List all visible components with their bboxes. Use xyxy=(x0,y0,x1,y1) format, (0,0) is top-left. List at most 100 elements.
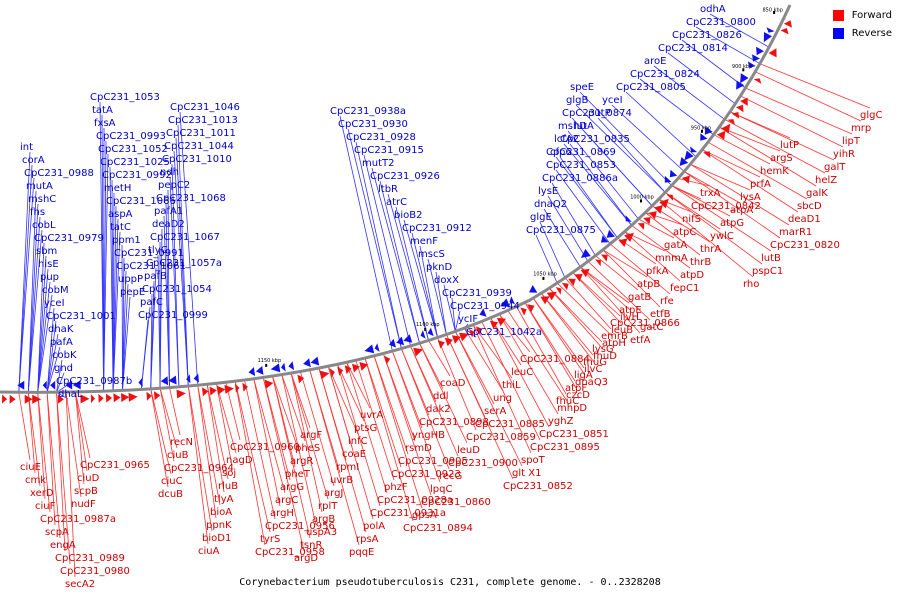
gene-arrows xyxy=(2,20,792,404)
reverse-gene-label: CpC231_0814 xyxy=(658,43,728,54)
label-leader-line xyxy=(419,343,444,390)
reverse-gene-label: hisE xyxy=(38,259,59,270)
label-leader-line xyxy=(272,375,301,455)
forward-gene-arrow xyxy=(384,355,391,365)
forward-gene-arrow xyxy=(24,394,33,404)
reverse-gene-label: dhaL xyxy=(58,389,83,400)
reverse-gene-label: CpC231_1001 xyxy=(46,311,116,322)
forward-gene-label: pfkA xyxy=(646,266,669,277)
forward-gene-label: CpC231_0895 xyxy=(530,442,600,453)
legend-forward-label: Forward xyxy=(851,9,892,21)
label-leader-line xyxy=(290,372,311,429)
label-leader-line xyxy=(524,302,576,382)
reverse-gene-label: CpC231_1052 xyxy=(98,144,168,155)
label-leader-line xyxy=(56,392,66,552)
forward-gene-arrow xyxy=(562,282,569,291)
gene-labels: odhA CpC231_0800 CpC231_0826 CpC231_0814aro… xyxy=(20,4,882,590)
reverse-gene-arrow xyxy=(747,61,756,68)
forward-gene-label: nagD xyxy=(226,455,253,466)
label-leader-line xyxy=(671,185,731,217)
label-leader-line xyxy=(18,392,31,461)
forward-gene-label: leuC xyxy=(511,367,533,378)
reverse-gene-label: mutA xyxy=(26,181,53,192)
label-leader-line xyxy=(253,378,281,507)
reverse-gene-arrow xyxy=(50,380,56,390)
forward-gene-label: phzF xyxy=(384,482,408,493)
forward-gene-label: coaE xyxy=(342,449,366,460)
reverse-gene-label: CpC231_0992 xyxy=(102,170,172,181)
label-leader-line xyxy=(701,149,799,213)
label-leader-line xyxy=(392,350,441,483)
forward-gene-label: tyrS xyxy=(260,534,280,545)
forward-gene-label: lipT xyxy=(842,136,861,147)
label-leader-line xyxy=(171,163,180,387)
forward-gene-label: tsnR xyxy=(300,540,322,551)
forward-gene-arrow xyxy=(489,320,499,330)
reverse-gene-label: CpC231_1025 xyxy=(100,157,170,168)
reverse-gene-arrow xyxy=(42,380,47,390)
label-leader-line xyxy=(150,388,172,475)
reverse-gene-label: lutA xyxy=(574,121,594,132)
label-leader-line xyxy=(379,180,420,344)
label-leader-line xyxy=(27,229,43,393)
label-leader-line xyxy=(556,282,613,337)
label-leader-line xyxy=(671,185,772,252)
forward-gene-arrow xyxy=(555,287,562,295)
forward-gene-label: sbcD xyxy=(797,201,822,212)
label-leader-line xyxy=(206,384,229,480)
reverse-gene-label: ltbR xyxy=(378,184,398,195)
label-leader-line xyxy=(179,111,199,386)
forward-gene-label: atpF xyxy=(565,383,587,394)
forward-gene-arrow xyxy=(413,347,424,357)
reverse-gene-label: CpC231_1053 xyxy=(90,92,160,103)
label-leader-line xyxy=(337,364,381,507)
label-leader-line xyxy=(428,340,451,377)
label-leader-line xyxy=(46,307,55,393)
label-leader-line xyxy=(262,377,291,481)
forward-gene-arrow xyxy=(202,387,209,397)
forward-gene-label: deaD1 xyxy=(788,214,821,225)
reverse-gene-label: lysE xyxy=(538,186,558,197)
reverse-gene-label: pup xyxy=(40,272,59,283)
forward-gene-arrow xyxy=(154,391,161,401)
reverse-gene-label: glgB xyxy=(566,95,588,106)
label-leader-line xyxy=(216,383,237,454)
reverse-gene-label: cobM xyxy=(42,285,69,296)
label-leader-line xyxy=(346,362,388,494)
reverse-gene-arrow xyxy=(580,248,591,258)
forward-gene-label: rho xyxy=(743,279,759,290)
forward-gene-label: xerD xyxy=(30,488,54,499)
forward-gene-arrow xyxy=(264,379,274,389)
reverse-gene-label: CpC231_0988 xyxy=(24,168,94,179)
label-leader-line xyxy=(27,392,36,474)
forward-gene-label: mhpD xyxy=(557,403,587,414)
forward-gene-arrow xyxy=(527,304,535,313)
label-leader-line xyxy=(373,355,409,455)
forward-gene-label: yihR xyxy=(833,149,855,160)
reverse-gene-arrow xyxy=(255,366,264,375)
label-leader-line xyxy=(75,391,91,459)
reverse-gene-label: CpC231_0944 xyxy=(450,301,520,312)
label-leader-line xyxy=(602,249,648,278)
reverse-gene-label: CpC231_1057a xyxy=(146,258,222,269)
reverse-gene-label: putP xyxy=(588,108,611,119)
forward-gene-arrow xyxy=(659,198,669,209)
forward-gene-label: bioA xyxy=(210,507,232,518)
reverse-gene-label: pafA xyxy=(50,337,73,348)
forward-gene-arrow xyxy=(721,123,731,134)
genome-caption: Corynebacterium pseudotuberculosis C231,… xyxy=(239,577,661,588)
forward-gene-label: CpC231_0928a xyxy=(377,495,453,506)
forward-gene-label: argJ xyxy=(324,488,343,499)
reverse-gene-arrow xyxy=(420,330,426,339)
label-leader-line xyxy=(122,283,129,391)
reverse-gene-label: corA xyxy=(22,155,45,166)
forward-gene-label: ligA xyxy=(574,370,593,381)
forward-gene-label: CpC231_0964 xyxy=(164,463,234,474)
forward-gene-arrow xyxy=(648,211,657,220)
label-leader-line xyxy=(382,353,432,496)
reverse-gene-label: fxsA xyxy=(94,118,116,129)
reverse-gene-label: aroE xyxy=(644,56,666,67)
label-leader-line xyxy=(112,218,119,391)
forward-gene-label: mnmA xyxy=(655,253,688,264)
reverse-swatch xyxy=(832,27,844,39)
